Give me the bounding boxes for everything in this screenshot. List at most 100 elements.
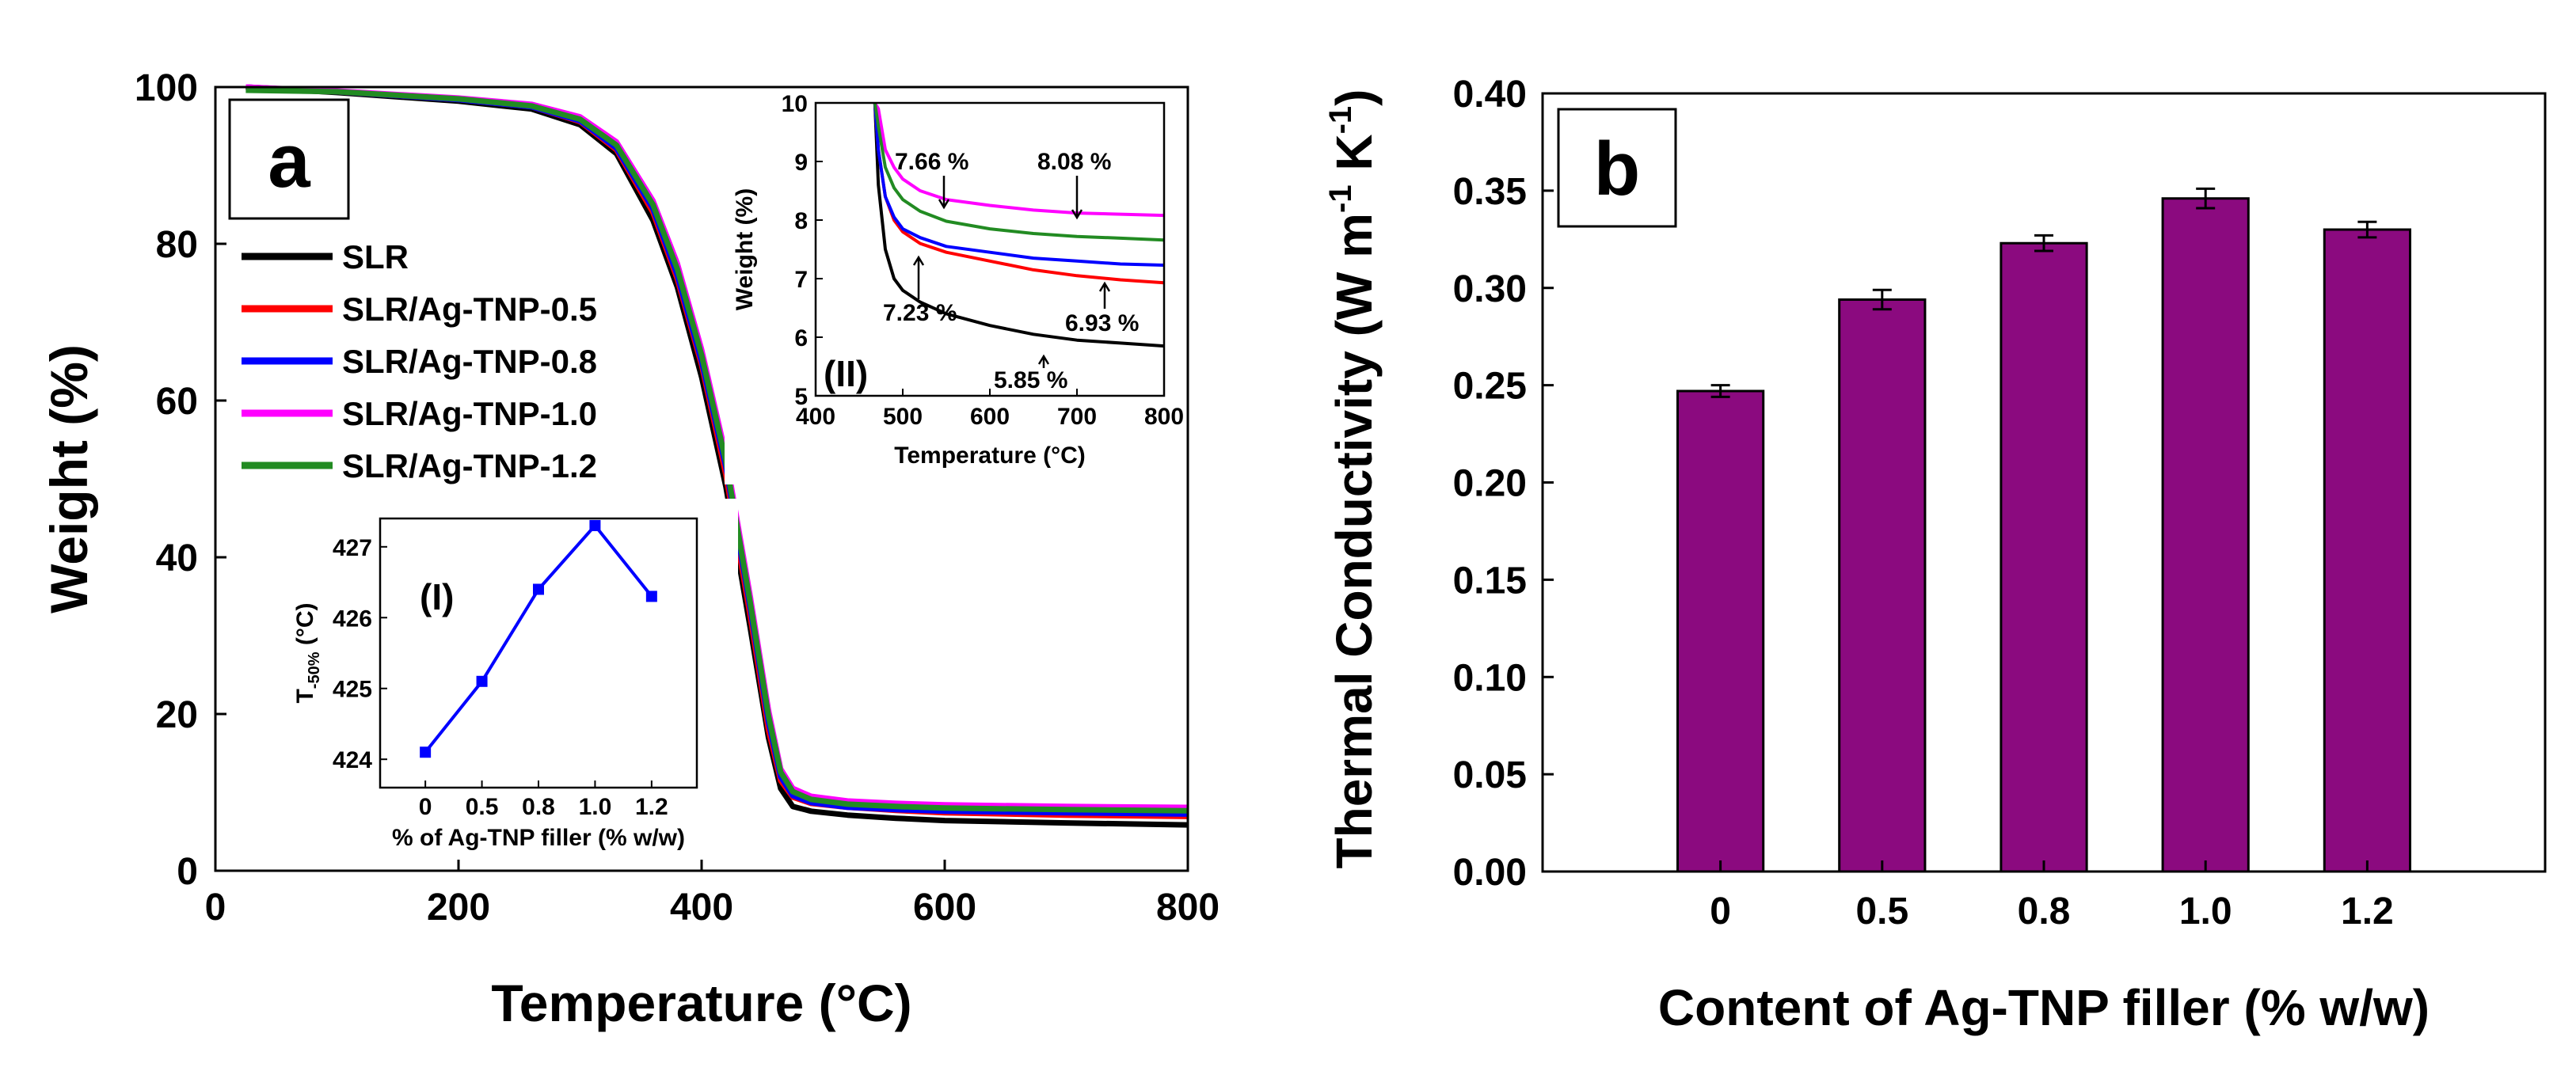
inset-i-t50-chart: 0 0.5 0.8 1.0 1.2 424 425 426 427 (I) T-50% (°C)… [292,499,738,855]
inset-i-x-tick-label: 0.8 [522,794,555,820]
y-tick-label: 0.00 [1453,852,1527,894]
annotation-8-08: 8.08 % [1037,149,1111,175]
inset-ii-annotations: 7.66 % 8.08 % 7.23 % 6.93 % 5.85 % [883,149,1139,393]
annotation-7-23: 7.23 % [883,300,957,326]
x-tick-label: 0 [1710,891,1731,932]
inset-ii-series-line-slr-ag-tnp-1-0 [873,101,1165,218]
legend-label-slr-ag-tnp-1-0: SLR/Ag-TNP-1.0 [342,395,597,432]
x-tick-label: 1.0 [2179,891,2232,932]
y-tick-label: 0.15 [1453,560,1527,602]
legend-label-slr-ag-tnp-0-8: SLR/Ag-TNP-0.8 [342,343,597,380]
legend-label-slr-ag-tnp-1-2: SLR/Ag-TNP-1.2 [342,447,597,484]
legend-label-slr-ag-tnp-0-5: SLR/Ag-TNP-0.5 [342,291,597,328]
x-tick-label: 400 [670,887,733,929]
inset-ii-x-tick-label: 800 [1144,404,1184,430]
inset-i-background [295,499,738,855]
inset-ii-y-tick-label: 7 [794,267,808,293]
x-tick-label: 0 [205,887,226,929]
inset-i-y-tick-label: 427 [333,535,372,561]
inset-i-y-tick-label: 425 [333,677,372,703]
panel-a-legend: SLR SLR/Ag-TNP-0.5 SLR/Ag-TNP-0.8 SLR/Ag… [242,238,597,484]
inset-ii-y-tick-label: 6 [794,325,808,351]
bar-0 [1676,389,1765,873]
inset-ii-tga-zoom-chart: 400 500 600 700 800 5 6 7 8 9 10 (II) Weight (%) T… [725,89,1184,484]
inset-i-point [476,675,488,687]
annotation-arrow-8-08 [1071,176,1083,220]
y-tick-label: 60 [156,381,198,423]
inset-ii-frame [814,101,1166,397]
bar-1-2 [2323,228,2411,873]
inset-i-label: (I) [420,576,454,617]
inset-ii-y-tick-label: 5 [794,384,808,410]
annotation-arrow-7-66 [938,176,950,210]
inset-ii-x-tick-label: 500 [883,404,923,430]
y-tick-label: 0.10 [1453,657,1527,699]
x-tick-label: 200 [427,887,490,929]
inset-i-x-tick-label: 0.5 [466,794,499,820]
inset-ii-series-line-slr [873,102,1165,348]
y-tick-label: 0.20 [1453,463,1527,505]
legend-label-slr: SLR [342,238,409,275]
panel-b-bars [1676,187,2411,873]
inset-ii-y-tick-label: 8 [794,208,808,234]
bar-0-8 [2000,241,2088,873]
x-tick-label: 800 [1156,887,1220,929]
y-tick-label: 100 [135,67,198,109]
inset-ii-x-tick-label: 600 [970,404,1010,430]
panel-b-letter: b [1594,127,1641,211]
y-tick-label: 0.40 [1453,74,1527,116]
inset-i-x-axis-title: % of Ag-TNP filler (% w/w) [392,825,685,851]
inset-ii-x-tick-label: 700 [1057,404,1097,430]
panel-b-y-axis-title: Thermal Conductivity (W m-1 K-1) [1323,89,1383,869]
panel-a-x-axis-title: Temperature (°C) [491,974,911,1032]
series-line-slr-ag-tnp-1-2 [245,87,1189,814]
annotation-6-93: 6.93 % [1065,310,1139,336]
inset-i-content: 0 0.5 0.8 1.0 1.2 424 425 426 427 [333,519,668,820]
bar-0-5 [1838,298,1927,873]
panel-a-letter: a [268,119,310,203]
panel-b-letter-box [1557,108,1677,228]
inset-i-point [589,519,601,531]
inset-i-x-tick-label: 1.2 [635,794,668,820]
inset-ii-y-tick-label: 10 [782,91,808,117]
inset-i-x-tick-label: 1.0 [579,794,612,820]
inset-i-point [645,591,657,602]
y-tick-label: 0.25 [1453,366,1527,408]
inset-ii-y-axis-title: Weight (%) [732,188,758,310]
annotation-arrow-6-93 [1098,281,1111,309]
y-tick-label: 40 [156,537,198,579]
x-tick-label: 600 [913,887,976,929]
x-tick-label: 0.8 [2018,891,2071,932]
y-tick-label: 80 [156,224,198,266]
inset-ii-label: (II) [824,353,868,394]
y-tick-label: 20 [156,694,198,736]
inset-i-y-axis-title: T-50% (°C) [292,602,323,703]
y-tick-label: 0.05 [1453,754,1527,796]
inset-ii-background [725,89,1184,484]
panel-b-x-axis-title: Content of Ag-TNP filler (% w/w) [1658,979,2430,1036]
inset-i-y-tick-label: 426 [333,606,372,632]
annotation-arrow-5-85 [1037,354,1050,368]
annotation-7-66: 7.66 % [895,149,968,175]
y-tick-label: 0.30 [1453,268,1527,310]
inset-ii-x-axis-title: Temperature (°C) [894,442,1086,469]
bar-1-0 [2161,197,2250,873]
inset-i-x-tick-label: 0 [419,794,432,820]
inset-ii-y-tick-label: 9 [794,150,808,176]
inset-i-point [533,583,544,595]
panel-a-letter-box [228,98,350,220]
x-tick-label: 1.2 [2341,891,2394,932]
panel-a-series-lines [245,84,1189,828]
panel-a-y-axis-title: Weight (%) [40,344,98,613]
annotation-arrow-7-23 [912,255,925,299]
panel-b-axis-ticks: 0 0.5 0.8 1.0 1.2 0.00 0.05 0.10 0.15 0.20 0.25 0.3… [1453,74,2394,932]
inset-ii-series-line-slr-ag-tnp-0-8 [873,102,1165,267]
y-tick-label: 0.35 [1453,171,1527,213]
y-tick-label: 0 [177,851,198,893]
inset-i-y-tick-label: 424 [333,747,372,773]
inset-i-frame [379,517,698,789]
annotation-5-85: 5.85 % [994,367,1067,393]
